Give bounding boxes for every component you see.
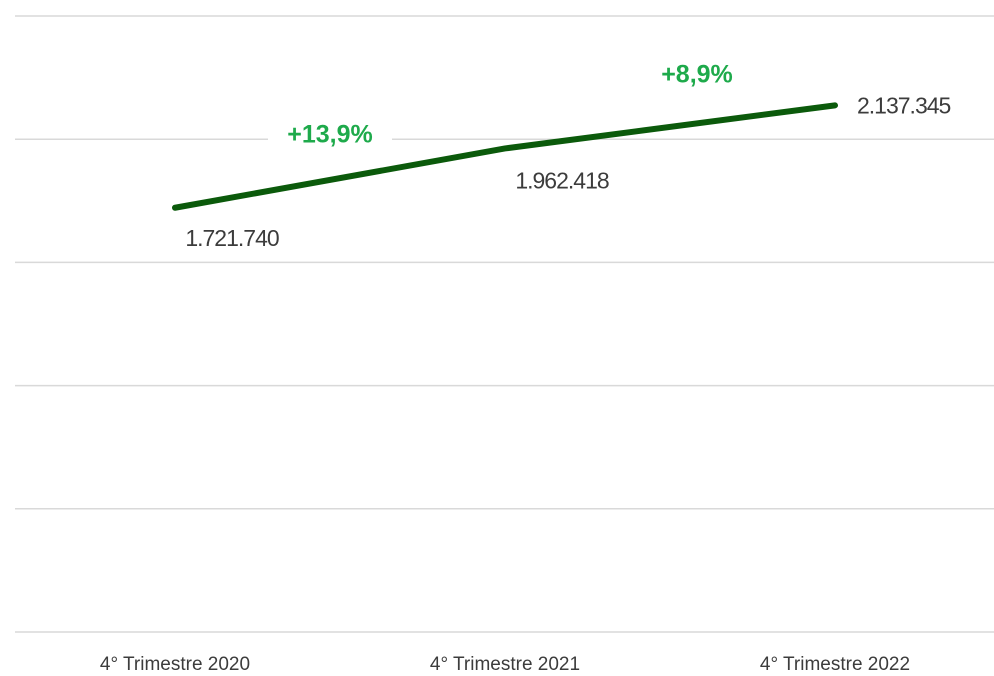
value-label: 2.137.345 (857, 92, 951, 118)
x-tick-label: 4° Trimestre 2021 (430, 654, 580, 675)
annotation-bg (635, 58, 759, 94)
line (172, 102, 838, 211)
annotation-bg (268, 118, 392, 154)
value-label: 1.962.418 (515, 168, 609, 194)
annotation: +8,9% (661, 61, 733, 89)
value-label: 1.721.740 (185, 225, 279, 251)
x-tick-label: 4° Trimestre 2022 (760, 654, 910, 675)
x-tick-label: 4° Trimestre 2020 (100, 654, 250, 675)
annotation: +13,9% (287, 121, 373, 149)
